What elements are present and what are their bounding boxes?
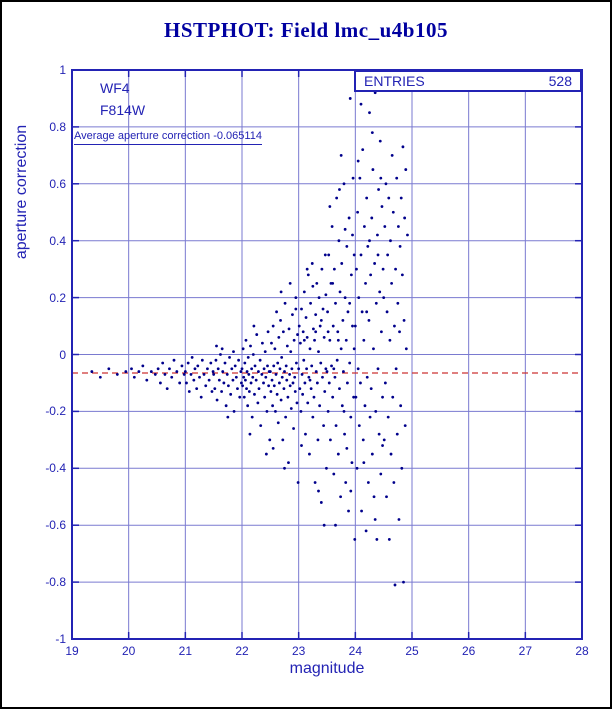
y-tick-label: -0.2 xyxy=(45,404,66,419)
x-tick-label: 27 xyxy=(518,644,533,658)
x-tick-label: 26 xyxy=(461,644,476,658)
y-tick-label: 0 xyxy=(59,347,66,362)
y-tick-label: 0.4 xyxy=(49,233,66,248)
x-tick-label: 21 xyxy=(178,644,193,658)
entries-box: ENTRIES 528 xyxy=(354,70,582,92)
x-tick-label: 20 xyxy=(121,644,136,658)
y-tick-label: -0.6 xyxy=(45,518,66,533)
entries-value: 528 xyxy=(548,73,572,89)
y-tick-label: 0.8 xyxy=(49,119,66,134)
x-tick-label: 25 xyxy=(405,644,419,658)
plot-area: WF4 F814W Average aperture correction -0… xyxy=(71,69,583,640)
y-tick-label: 0.2 xyxy=(49,290,66,305)
scatter-plot xyxy=(71,69,583,640)
x-tick-label: 22 xyxy=(235,644,249,658)
filter-label: F814W xyxy=(100,102,146,118)
detector-label: WF4 xyxy=(100,80,130,96)
entries-label: ENTRIES xyxy=(364,73,425,89)
y-tick-label: 1 xyxy=(59,63,66,77)
x-tick-label: 24 xyxy=(348,644,363,658)
y-tick-label: 0.6 xyxy=(49,176,66,191)
y-tick-label: -0.8 xyxy=(45,575,66,590)
x-tick-label: 23 xyxy=(291,644,306,658)
x-axis-label: magnitude xyxy=(289,660,365,677)
x-tick-label: 19 xyxy=(65,644,79,658)
y-tick-label: -1 xyxy=(55,632,66,646)
x-tick-label: 28 xyxy=(575,644,589,658)
average-correction-annotation: Average aperture correction -0.065114 xyxy=(74,130,262,145)
y-tick-label: -0.4 xyxy=(45,461,66,476)
page-title: HSTPHOT: Field lmc_u4b105 xyxy=(164,18,448,42)
